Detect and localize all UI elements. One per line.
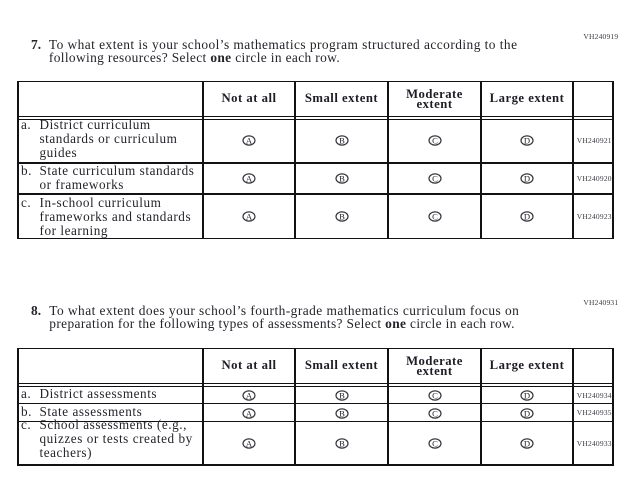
svg-text:C: C — [432, 438, 438, 448]
svg-text:A: A — [246, 211, 253, 221]
svg-text:B: B — [339, 174, 345, 184]
svg-text:B: B — [339, 408, 345, 418]
svg-text:C: C — [432, 174, 438, 184]
svg-text:C: C — [432, 408, 438, 418]
svg-text:A: A — [246, 391, 253, 401]
svg-text:A: A — [246, 136, 253, 146]
svg-text:A: A — [246, 408, 253, 418]
svg-text:D: D — [524, 136, 530, 146]
svg-text:C: C — [432, 391, 438, 401]
svg-text:B: B — [339, 136, 345, 146]
svg-text:D: D — [524, 174, 530, 184]
svg-text:A: A — [246, 174, 253, 184]
svg-text:B: B — [339, 438, 345, 448]
svg-text:D: D — [524, 438, 530, 448]
svg-text:B: B — [339, 211, 345, 221]
svg-text:A: A — [246, 438, 253, 448]
svg-text:D: D — [524, 408, 530, 418]
svg-text:B: B — [339, 391, 345, 401]
svg-text:C: C — [432, 211, 438, 221]
svg-text:C: C — [432, 136, 438, 146]
svg-text:D: D — [524, 391, 530, 401]
svg-text:D: D — [524, 211, 530, 221]
